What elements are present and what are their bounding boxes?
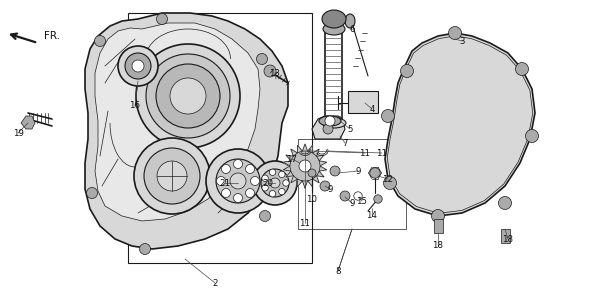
Text: 20: 20 <box>263 178 274 188</box>
Circle shape <box>206 149 270 213</box>
Text: 17: 17 <box>287 154 297 163</box>
Text: 12: 12 <box>382 175 394 184</box>
Circle shape <box>216 159 260 203</box>
Text: 5: 5 <box>348 125 353 134</box>
Circle shape <box>251 176 260 185</box>
Circle shape <box>320 181 330 191</box>
Text: 4: 4 <box>369 104 375 113</box>
Text: 2: 2 <box>212 278 218 287</box>
Bar <box>298 139 406 229</box>
Text: 9: 9 <box>327 185 333 194</box>
Circle shape <box>270 191 276 197</box>
Circle shape <box>278 171 285 178</box>
Text: 11: 11 <box>376 148 388 157</box>
Text: 8: 8 <box>335 266 341 275</box>
Text: 15: 15 <box>356 197 368 206</box>
Circle shape <box>370 168 380 178</box>
Circle shape <box>230 173 246 189</box>
Circle shape <box>146 54 230 138</box>
Circle shape <box>136 44 240 148</box>
Circle shape <box>170 78 206 114</box>
Circle shape <box>245 188 254 197</box>
Circle shape <box>134 138 210 214</box>
Text: FR.: FR. <box>44 31 60 41</box>
Ellipse shape <box>322 10 346 28</box>
Ellipse shape <box>345 14 355 28</box>
Circle shape <box>384 176 396 190</box>
Text: 10: 10 <box>306 194 317 203</box>
Circle shape <box>118 46 158 86</box>
Text: 18: 18 <box>432 241 444 250</box>
Polygon shape <box>21 116 35 129</box>
Text: 16: 16 <box>129 101 140 110</box>
Circle shape <box>217 176 225 185</box>
Circle shape <box>270 178 280 188</box>
Circle shape <box>325 116 335 126</box>
Circle shape <box>431 209 444 222</box>
Circle shape <box>323 124 333 134</box>
Circle shape <box>340 191 350 201</box>
Bar <box>348 91 378 113</box>
Circle shape <box>156 64 220 128</box>
Circle shape <box>132 60 144 72</box>
Bar <box>434 219 442 233</box>
Circle shape <box>270 169 276 175</box>
Text: 21: 21 <box>219 178 231 188</box>
Text: 18: 18 <box>503 234 513 244</box>
Circle shape <box>264 65 276 77</box>
Circle shape <box>526 129 539 142</box>
Circle shape <box>354 192 362 200</box>
Circle shape <box>157 161 187 191</box>
Polygon shape <box>312 116 345 139</box>
Circle shape <box>330 166 340 176</box>
Circle shape <box>139 244 150 255</box>
Ellipse shape <box>319 116 341 126</box>
Circle shape <box>221 164 231 173</box>
Circle shape <box>87 188 97 198</box>
Circle shape <box>234 160 242 169</box>
Bar <box>128 13 312 263</box>
Ellipse shape <box>323 23 345 35</box>
Circle shape <box>299 160 311 172</box>
Circle shape <box>374 195 382 203</box>
Text: 7: 7 <box>342 138 348 147</box>
Circle shape <box>257 54 267 64</box>
Text: 13: 13 <box>270 69 280 77</box>
Text: 9: 9 <box>349 198 355 207</box>
Circle shape <box>253 161 297 205</box>
Text: 14: 14 <box>366 212 378 221</box>
Circle shape <box>278 188 285 195</box>
Circle shape <box>261 169 289 197</box>
Circle shape <box>308 169 316 177</box>
Circle shape <box>516 63 529 76</box>
Circle shape <box>448 26 461 39</box>
Text: 6: 6 <box>349 24 355 33</box>
Circle shape <box>262 175 268 182</box>
Text: 11: 11 <box>300 219 310 228</box>
Circle shape <box>260 210 270 222</box>
Circle shape <box>290 151 320 181</box>
Polygon shape <box>95 23 260 221</box>
Circle shape <box>156 14 168 24</box>
Circle shape <box>499 197 512 209</box>
Circle shape <box>401 64 414 77</box>
Circle shape <box>144 148 200 204</box>
Ellipse shape <box>322 118 346 128</box>
Bar <box>500 229 510 243</box>
Polygon shape <box>283 144 327 188</box>
Circle shape <box>382 110 395 123</box>
Circle shape <box>94 36 106 46</box>
Circle shape <box>245 164 254 173</box>
Polygon shape <box>385 33 535 216</box>
Circle shape <box>221 188 231 197</box>
Circle shape <box>283 180 289 186</box>
Text: 3: 3 <box>459 36 465 45</box>
Text: 19: 19 <box>12 129 24 138</box>
Text: 11: 11 <box>359 148 371 157</box>
Text: 9: 9 <box>355 166 360 175</box>
Circle shape <box>125 53 151 79</box>
Polygon shape <box>85 13 288 249</box>
Circle shape <box>234 194 242 203</box>
Circle shape <box>262 185 268 191</box>
